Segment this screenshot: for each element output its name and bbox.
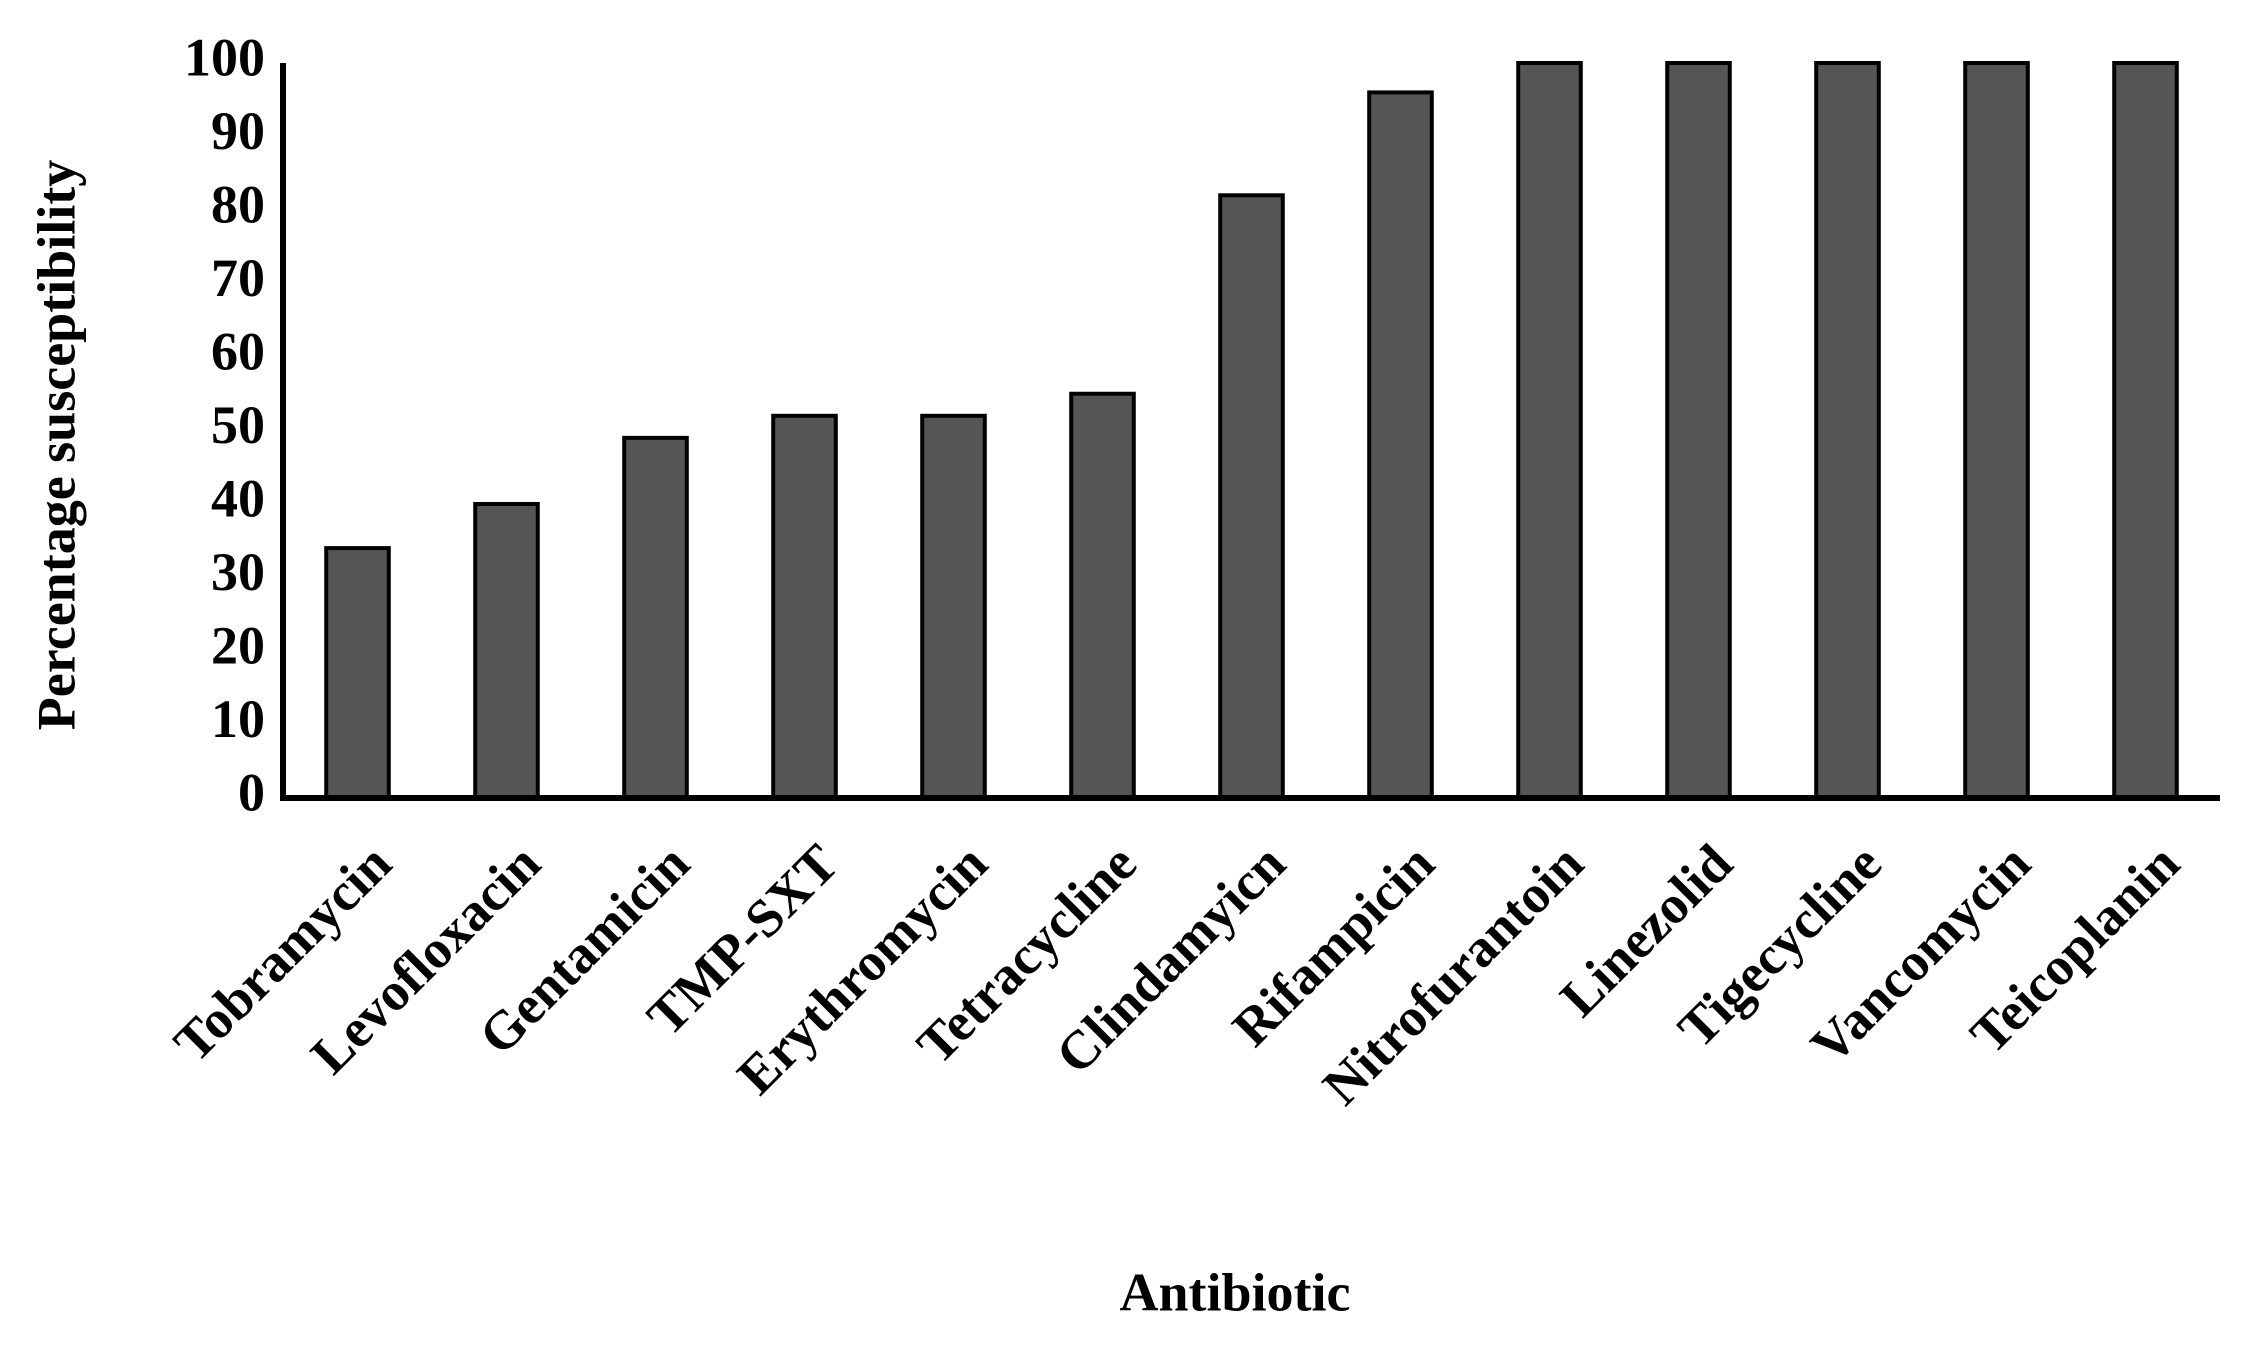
bar [1218,193,1285,801]
bar [771,413,838,800]
y-tick-label: 70 [211,248,265,308]
bar [2112,61,2179,800]
y-tick-label: 50 [211,395,265,455]
x-axis-title: Antibiotic [1119,1262,1350,1322]
y-tick-label: 60 [211,321,265,381]
y-tick-label: 10 [211,689,265,749]
y-tick-label: 20 [211,615,265,675]
y-tick-label: 80 [211,174,265,234]
bar [1367,90,1434,800]
bar [1963,61,2030,800]
bar [1069,391,1136,800]
bar [473,502,540,800]
y-tick-label: 30 [211,542,265,602]
bar [1814,61,1881,800]
y-tick-label: 90 [211,101,265,161]
bar [1665,61,1732,800]
y-tick-label: 40 [211,468,265,528]
bar [622,435,689,800]
y-axis-title: Percentage susceptibility [26,160,86,730]
y-tick-label: 100 [184,27,265,87]
bar [1516,61,1583,800]
bar [324,546,391,800]
bar [920,413,987,800]
y-tick-label: 0 [238,762,265,822]
x-tick-label: Nitrofurantoin [1311,833,1595,1117]
